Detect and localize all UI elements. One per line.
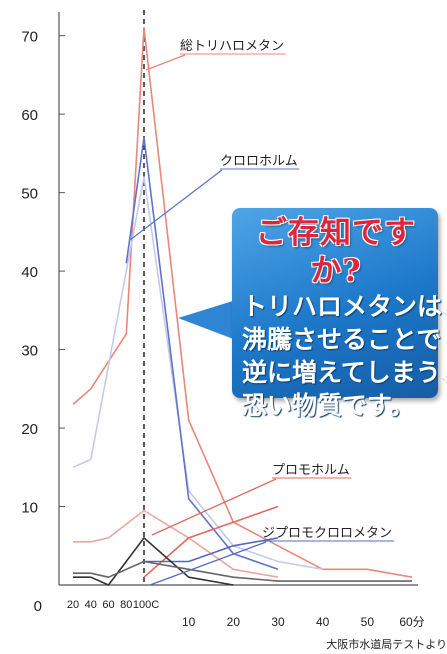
label-bromoform-leader (151, 478, 277, 536)
x-tick-label-time: 30 (271, 615, 285, 629)
x-tick-label-time: 10 (182, 615, 196, 629)
series-line-2 (72, 176, 323, 571)
y-tick-label: 40 (21, 264, 38, 281)
x-tick-label-time: 20 (227, 615, 241, 629)
series-line-7 (73, 537, 234, 586)
callout-line-1: トリハロメタンは、 (242, 292, 447, 321)
label-total-trihalomethane: 総トリハロメタン (180, 39, 284, 54)
x-tick-label-heating: 80 (120, 599, 132, 611)
source-note: 大阪市水道局テストより (326, 637, 447, 651)
x-tick-label-time: 60分 (399, 615, 424, 629)
x-tick-label-time: 50 (361, 615, 375, 629)
y-tick-label: 60 (21, 107, 38, 124)
series-line-8 (73, 560, 412, 582)
callout-title: ご存知ですか? (256, 215, 416, 289)
label-chloroform: クロロホルム (220, 154, 298, 169)
y-tick-label: 20 (21, 421, 38, 438)
x-tick-label-heating: 20 (67, 599, 79, 611)
series-line-3 (125, 136, 279, 571)
label-total-trihalomethane-leader (145, 54, 186, 71)
y-tick-label: 50 (21, 186, 38, 203)
y-tick-label: 70 (21, 29, 38, 46)
x-tick-label-time: 40 (316, 615, 330, 629)
label-bromoform: プロモホルム (272, 463, 350, 478)
callout-line-3: 逆に増えてしまう、 (242, 358, 447, 387)
series-line-6 (144, 537, 279, 563)
callout-line-4: 恐い物質です。 (242, 391, 415, 420)
y-tick-label: 10 (21, 500, 38, 517)
x-tick-label-heating: 60 (102, 599, 114, 611)
y-tick-label: 0 (34, 598, 42, 615)
label-dibromochloromethane: ジプロモクロロメタン (262, 526, 392, 541)
label-dibromochloromethane-leader (149, 541, 267, 586)
x-tick-label-heating: 100C (133, 599, 159, 611)
y-tick-label: 30 (21, 343, 38, 360)
callout-tail (178, 300, 236, 340)
callout-line-2: 沸騰させることで (242, 325, 442, 354)
info-callout: ご存知ですか? トリハロメタンは、 沸騰させることで 逆に増えてしまう、 恐い物… (232, 208, 447, 420)
x-tick-label-heating: 40 (85, 599, 97, 611)
series-line-4 (73, 509, 279, 578)
label-chloroform-leader (129, 169, 223, 241)
